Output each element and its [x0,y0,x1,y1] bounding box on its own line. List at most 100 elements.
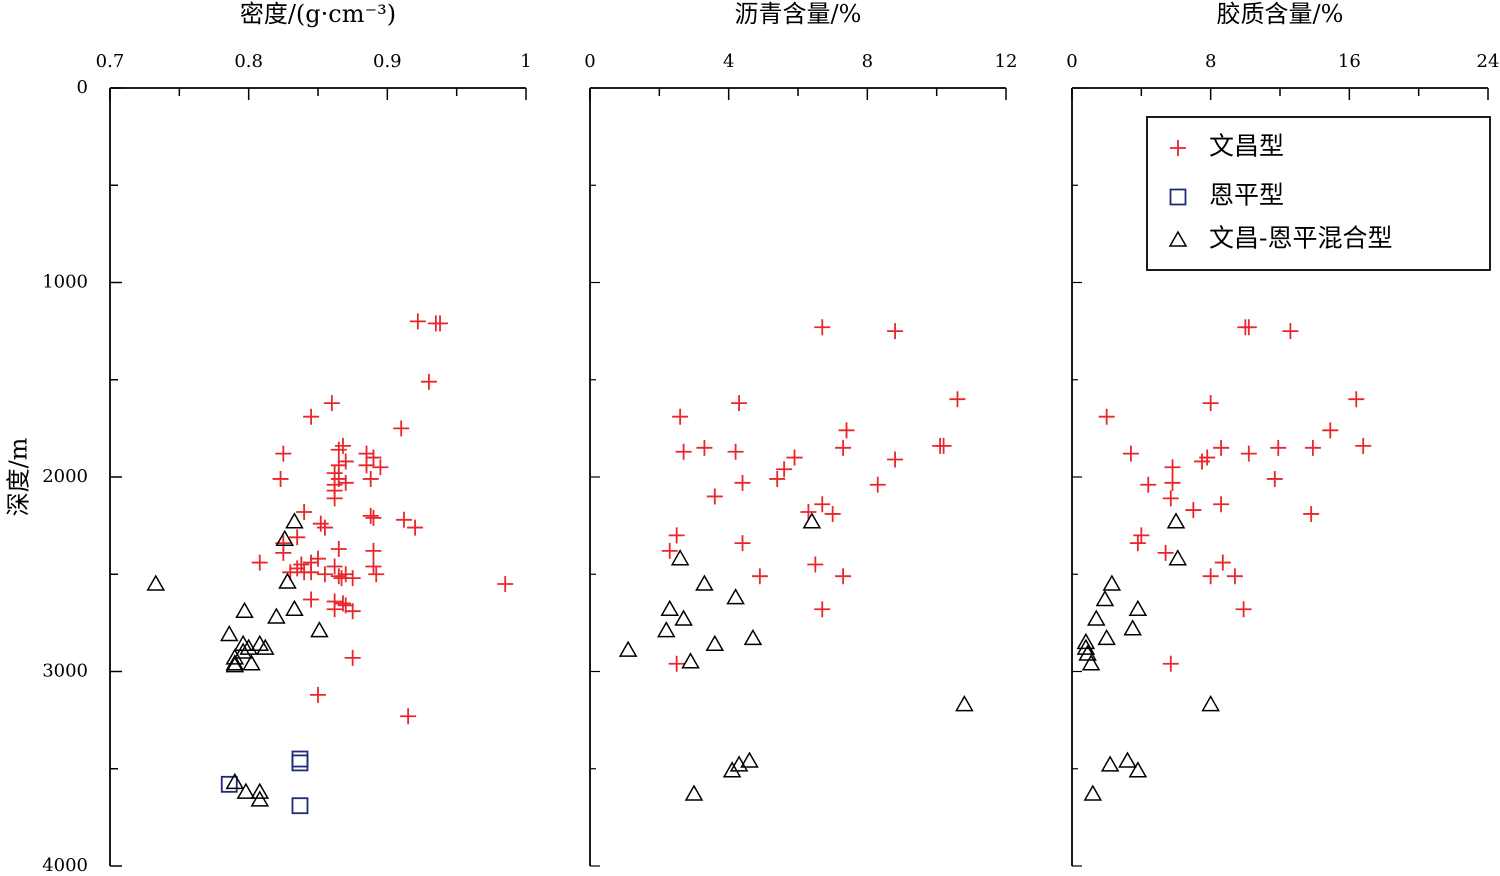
data-point [365,449,382,466]
data-point [1202,568,1219,585]
data-point [1270,439,1287,456]
y-tick-label: 2000 [42,466,88,487]
data-point [731,395,748,412]
data-point [289,560,306,577]
data-point [285,512,304,529]
data-point [250,790,270,807]
data-point [372,459,389,476]
data-point [776,461,793,478]
data-point [1083,784,1103,801]
legend-marker [1168,230,1188,247]
data-point [670,549,690,566]
data-point [293,556,310,573]
series-square [220,750,309,815]
panels: 密度/(g·cm⁻³) 0.7 0.8 0.9 1 沥青含量/% 0 4 8 12 胶质含量/% 0 8… [96,0,1500,867]
data-point [291,750,309,768]
data-point [814,496,831,513]
data-point [291,754,309,772]
y-axis-title: 深度/m [5,437,33,516]
data-point [660,599,680,617]
y-tick-label: 3000 [42,661,88,682]
data-point [362,470,379,487]
data-point [1348,391,1365,408]
data-point [1097,628,1116,646]
data-point [1122,445,1139,462]
data-point [1162,490,1179,507]
data-point [407,519,424,536]
data-point [393,420,410,437]
data-point [310,621,329,638]
data-point [337,474,354,491]
legend-label: 文昌型 [1209,132,1284,161]
legend-label: 文昌-恩平混合型 [1209,224,1392,253]
panel-title: 沥青含量/% [735,0,862,28]
data-point [1128,761,1148,778]
legend-entry: 文昌型 [1170,132,1284,161]
data-point [887,451,904,468]
data-point [1123,619,1142,636]
data-point [706,488,723,505]
data-point [337,453,354,470]
data-point [235,601,254,618]
data-point [330,441,347,458]
data-point [233,642,253,659]
data-point [365,558,382,575]
data-point [1128,599,1148,617]
data-point [1140,476,1157,493]
data-point [1168,549,1188,566]
series-plus [251,313,514,725]
data-point [497,575,514,592]
data-point [1081,654,1101,671]
data-point [800,504,817,521]
data-point [618,640,638,657]
series-plus [661,319,966,672]
series-triangle [618,512,974,801]
panel-title: 密度/(g·cm⁻³) [240,0,396,28]
series-plus [1098,319,1372,672]
data-point [1100,755,1120,772]
x-tick-label: 16 [1338,51,1361,72]
data-point [250,782,270,799]
data-point [935,437,952,454]
legend-box [1146,116,1491,271]
data-point [1304,439,1321,456]
data-point [1266,470,1283,487]
data-point [1240,445,1257,462]
data-point [949,391,966,408]
data-point [275,529,295,546]
data-point [275,445,292,462]
data-point [337,566,354,583]
data-point [1185,502,1202,519]
panel-2: 沥青含量/% 0 4 8 12 [584,0,1018,867]
data-point [814,319,831,336]
data-point [316,519,333,536]
data-point [751,568,768,585]
data-point [684,784,704,801]
data-point [395,511,412,528]
data-point [330,540,347,557]
data-point [225,654,245,671]
data-point [312,515,329,532]
data-point [1162,655,1179,672]
data-point [358,457,375,474]
depth-axis: 0 1000 2000 3000 4000 [42,77,122,876]
data-point [869,476,886,493]
data-point [251,554,268,571]
legend-label: 恩平型 [1209,181,1284,210]
data-point [323,395,340,412]
data-point [285,599,304,617]
data-point [1078,644,1097,661]
data-point [1076,638,1096,655]
data-point [330,457,347,474]
data-point [242,654,261,671]
data-point [310,686,326,703]
x-tick-label: 24 [1477,51,1500,72]
legend-marker [1169,188,1187,206]
data-point [1213,496,1230,513]
data-point [250,634,270,652]
data-point [409,313,426,330]
data-point [1303,505,1320,522]
data-point [1214,554,1231,571]
x-tick-label: 12 [995,51,1018,72]
data-point [310,550,326,567]
